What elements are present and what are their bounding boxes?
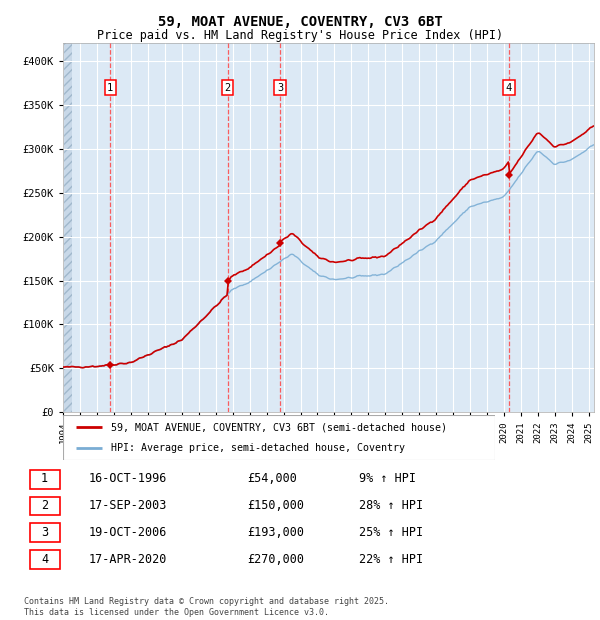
Text: £193,000: £193,000 [247, 526, 304, 539]
Text: £54,000: £54,000 [247, 472, 297, 485]
FancyBboxPatch shape [29, 523, 60, 542]
Text: 3: 3 [277, 82, 283, 92]
Text: 19-OCT-2006: 19-OCT-2006 [88, 526, 167, 539]
Text: 1: 1 [107, 82, 113, 92]
Text: 3: 3 [41, 526, 48, 539]
Text: £150,000: £150,000 [247, 499, 304, 512]
Text: HPI: Average price, semi-detached house, Coventry: HPI: Average price, semi-detached house,… [110, 443, 404, 453]
Text: 59, MOAT AVENUE, COVENTRY, CV3 6BT: 59, MOAT AVENUE, COVENTRY, CV3 6BT [158, 15, 442, 29]
Text: 4: 4 [506, 82, 512, 92]
FancyBboxPatch shape [29, 497, 60, 515]
Text: Contains HM Land Registry data © Crown copyright and database right 2025.
This d: Contains HM Land Registry data © Crown c… [24, 598, 389, 617]
Text: 2: 2 [224, 82, 231, 92]
Text: 59, MOAT AVENUE, COVENTRY, CV3 6BT (semi-detached house): 59, MOAT AVENUE, COVENTRY, CV3 6BT (semi… [110, 422, 446, 433]
Text: 22% ↑ HPI: 22% ↑ HPI [359, 553, 423, 566]
Text: 17-SEP-2003: 17-SEP-2003 [88, 499, 167, 512]
Text: 25% ↑ HPI: 25% ↑ HPI [359, 526, 423, 539]
Text: 9% ↑ HPI: 9% ↑ HPI [359, 472, 416, 485]
Text: 17-APR-2020: 17-APR-2020 [88, 553, 167, 566]
Text: £270,000: £270,000 [247, 553, 304, 566]
FancyBboxPatch shape [29, 551, 60, 569]
FancyBboxPatch shape [29, 469, 60, 489]
FancyBboxPatch shape [63, 415, 495, 460]
Text: 2: 2 [41, 499, 48, 512]
Text: 1: 1 [41, 472, 48, 485]
Bar [63, 43, 73, 412]
Text: 16-OCT-1996: 16-OCT-1996 [88, 472, 167, 485]
Text: 28% ↑ HPI: 28% ↑ HPI [359, 499, 423, 512]
Text: Price paid vs. HM Land Registry's House Price Index (HPI): Price paid vs. HM Land Registry's House … [97, 29, 503, 42]
Text: 4: 4 [41, 553, 48, 566]
